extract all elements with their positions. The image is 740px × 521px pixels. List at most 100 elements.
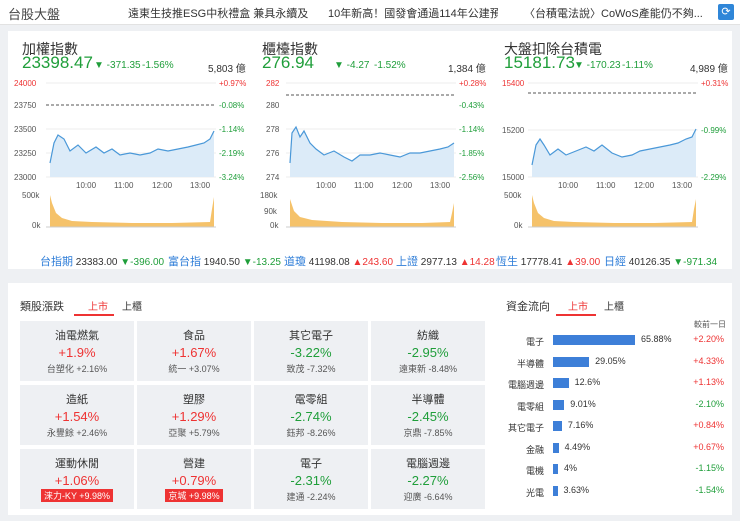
index-volume: 5,803 億 bbox=[208, 64, 246, 75]
ticker-item[interactable]: 道瓊 41198.08 ▲243.60 bbox=[284, 253, 393, 269]
sector-leader: 迎廣 -6.64% bbox=[403, 492, 453, 502]
ticker-value: 41198.08 bbox=[308, 257, 350, 268]
sector-leader: 台塑化 +2.16% bbox=[46, 364, 108, 374]
flow-label: 光電 bbox=[525, 487, 544, 498]
flow-change: +0.67% bbox=[693, 441, 724, 452]
flow-row[interactable]: 其它電子 7.16% +0.84% bbox=[508, 417, 732, 437]
sector-name: 運動休閒 bbox=[55, 458, 99, 470]
flow-row[interactable]: 電子 65.88% +2.20% bbox=[508, 331, 732, 351]
ticker-name: 上證 bbox=[396, 256, 418, 268]
sector-card[interactable]: 電子 -2.31% 建通 -2.24% bbox=[254, 449, 368, 509]
sector-card[interactable]: 半導體 -2.45% 京鼎 -7.85% bbox=[371, 385, 485, 445]
tab-sector-otc[interactable]: 上櫃 bbox=[122, 302, 142, 313]
pct-label: -1.85% bbox=[459, 149, 484, 158]
sector-name: 其它電子 bbox=[289, 330, 333, 342]
pct-label: -0.43% bbox=[459, 101, 484, 110]
index-change: ▼ -170.23 bbox=[574, 60, 621, 71]
page-title: 台股大盤 bbox=[8, 7, 61, 22]
index-chart-ex-tsmc[interactable]: 大盤扣除台積電 15181.73 ▼ -170.23 -1.11% 4,989 … bbox=[494, 31, 732, 241]
flow-pct: 4% bbox=[563, 463, 577, 473]
sector-card[interactable]: 紡織 -2.95% 遠東新 -8.48% bbox=[371, 321, 485, 381]
time-label: 13:00 bbox=[430, 181, 451, 190]
ticker-item[interactable]: 富台指 1940.50 ▼-13.25 bbox=[168, 253, 281, 269]
flow-row[interactable]: 電機 4% -1.15% bbox=[508, 460, 732, 480]
sector-card[interactable]: 食品 +1.67% 統一 +3.07% bbox=[137, 321, 251, 381]
sector-pct: -2.45% bbox=[407, 409, 449, 424]
news-headline-1[interactable]: 遠東生技推ESG中秋禮盒 兼具永續及... bbox=[128, 8, 308, 20]
time-label: 13:00 bbox=[190, 181, 211, 190]
sector-leader: 永豐餘 +2.46% bbox=[46, 428, 108, 438]
flow-col-header: 較前一日 bbox=[694, 320, 726, 329]
lower-panel: 類股漲跌 上市 上櫃 油電燃氣 +1.9% 台塑化 +2.16% 食品 +1.67% 統一… bbox=[8, 283, 732, 515]
sector-card[interactable]: 其它電子 -3.22% 致茂 -7.32% bbox=[254, 321, 368, 381]
tab-flow-listed[interactable]: 上市 bbox=[568, 302, 588, 313]
flow-row[interactable]: 金融 4.49% +0.67% bbox=[508, 439, 732, 459]
ticker-value: 2977.13 bbox=[420, 257, 457, 268]
ticker-value: 23383.00 bbox=[75, 257, 118, 268]
intraday-chart: 24000 23750 23500 23250 23000 +0.97% -0.… bbox=[14, 79, 246, 230]
ticker-change: ▲14.28 bbox=[459, 257, 495, 268]
sector-pct: +1.9% bbox=[58, 345, 96, 360]
tab-flow-otc[interactable]: 上櫃 bbox=[604, 302, 624, 313]
refresh-icon[interactable]: ⟳ bbox=[718, 4, 734, 20]
sector-name: 塑膠 bbox=[183, 394, 205, 406]
ticker-item[interactable]: 日經 40126.35 ▼-971.34 bbox=[604, 253, 717, 269]
flow-bar bbox=[553, 485, 558, 496]
sector-card[interactable]: 運動休閒 +1.06% 涞力-KY +9.98% bbox=[20, 449, 134, 509]
sector-pct: -3.22% bbox=[290, 345, 332, 360]
flow-row[interactable]: 半導體 29.05% +4.33% bbox=[508, 353, 732, 373]
sector-card[interactable]: 造紙 +1.54% 永豐餘 +2.46% bbox=[20, 385, 134, 445]
sector-card[interactable]: 塑膠 +1.29% 亞聚 +5.79% bbox=[137, 385, 251, 445]
flow-bar bbox=[553, 356, 590, 367]
vol-label: 180k bbox=[260, 191, 278, 200]
news-headline-2[interactable]: 10年新高！國發會通過114年公建預... bbox=[328, 8, 498, 20]
tab-sector-listed[interactable]: 上市 bbox=[88, 302, 108, 313]
vol-label: 500k bbox=[22, 191, 40, 200]
sector-section-title: 類股漲跌 bbox=[20, 301, 64, 313]
time-label: 11:00 bbox=[596, 181, 616, 190]
sector-name: 造紙 bbox=[66, 394, 88, 406]
sector-pct: -2.74% bbox=[290, 409, 332, 424]
flow-bar bbox=[553, 335, 635, 345]
flow-row[interactable]: 電腦週邊 12.6% +1.13% bbox=[508, 374, 732, 394]
time-label: 12:00 bbox=[634, 181, 655, 190]
flow-pct: 65.88% bbox=[641, 334, 672, 344]
time-label: 10:00 bbox=[316, 181, 337, 190]
flow-change: -1.54% bbox=[695, 484, 724, 495]
sector-card[interactable]: 電零組 -2.74% 鈺邦 -8.26% bbox=[254, 385, 368, 445]
ticker-item[interactable]: 恆生 17778.41 ▲39.00 bbox=[496, 253, 600, 269]
tab-underline bbox=[556, 314, 596, 316]
sector-pct: +1.29% bbox=[171, 409, 217, 424]
y-label: 280 bbox=[266, 101, 280, 110]
flow-label: 電零組 bbox=[516, 401, 544, 412]
index-chart-taiex[interactable]: 加權指數 23398.47 ▼ -371.35 -1.56% 5,803 億 2… bbox=[12, 31, 250, 241]
sector-leader: 遠東新 -8.48% bbox=[398, 364, 458, 374]
pct-label: -2.29% bbox=[701, 173, 726, 182]
sector-card[interactable]: 電腦週邊 -2.27% 迎廣 -6.64% bbox=[371, 449, 485, 509]
sector-name: 電子 bbox=[300, 458, 322, 470]
flow-label: 金融 bbox=[525, 444, 544, 455]
time-label: 10:00 bbox=[558, 181, 579, 190]
sector-card[interactable]: 油電燃氣 +1.9% 台塑化 +2.16% bbox=[20, 321, 134, 381]
vol-label: 0k bbox=[270, 221, 279, 230]
flow-bar bbox=[553, 399, 565, 410]
time-label: 12:00 bbox=[152, 181, 173, 190]
ticker-change: ▼-396.00 bbox=[120, 257, 165, 268]
index-chart-otc[interactable]: 櫃檯指數 276.94 ▼ -4.27 -1.52% 1,384 億 282 2… bbox=[252, 31, 490, 241]
sector-pct: +1.67% bbox=[171, 345, 217, 360]
pct-label: -1.14% bbox=[459, 125, 484, 134]
flow-row[interactable]: 電零組 9.01% -2.10% bbox=[508, 396, 732, 416]
ticker-name: 恆生 bbox=[496, 256, 518, 268]
pct-label: +0.28% bbox=[459, 79, 486, 88]
flow-change: +0.84% bbox=[693, 420, 724, 430]
sector-card[interactable]: 營建 +0.79% 京城 +9.98% bbox=[137, 449, 251, 509]
ticker-item[interactable]: 台指期 23383.00 ▼-396.00 bbox=[40, 253, 164, 269]
sector-leader: 涞力-KY +9.98% bbox=[40, 489, 114, 502]
index-change: ▼ -4.27 bbox=[334, 60, 370, 71]
tab-underline bbox=[74, 314, 114, 316]
pct-label: +0.31% bbox=[701, 79, 728, 88]
index-volume: 4,989 億 bbox=[690, 64, 728, 75]
flow-row[interactable]: 光電 3.63% -1.54% bbox=[508, 482, 732, 502]
ticker-item[interactable]: 上證 2977.13 ▲14.28 bbox=[396, 253, 495, 269]
news-headline-3[interactable]: 〈台積電法說〉CoWoS產能仍不夠... bbox=[524, 8, 703, 20]
